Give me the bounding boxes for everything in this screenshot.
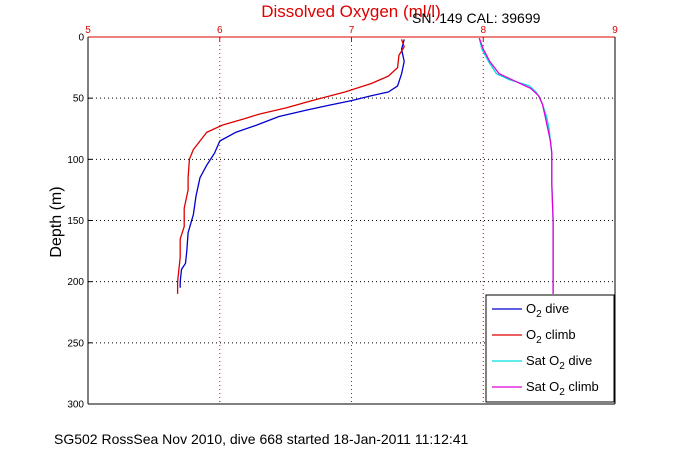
y-tick-label: 200 xyxy=(67,277,84,288)
y-tick-label: 100 xyxy=(67,155,84,166)
series-line-4 xyxy=(478,37,554,294)
y-tick-label: 150 xyxy=(67,216,84,227)
axes xyxy=(87,36,616,405)
y-tick-label: 250 xyxy=(67,338,84,349)
legend-label: Sat O2 climb xyxy=(526,379,599,398)
legend: O2 dive O2 climb Sat O2 dive Sat O2 climb xyxy=(485,294,615,403)
x-tick-label: 5 xyxy=(85,25,91,36)
x-tick-label: 9 xyxy=(612,25,618,36)
y-tick-label: 300 xyxy=(67,400,84,411)
legend-box xyxy=(485,294,615,403)
series-line-2 xyxy=(176,39,405,294)
tick-labels: 5 6 7 8 9 0 50 100 150 200 250 300 xyxy=(67,25,618,411)
x-tick-label: 6 xyxy=(217,25,223,36)
x-tick-label: 8 xyxy=(480,25,486,36)
chart-title: Dissolved Oxygen (ml/l) xyxy=(261,2,441,21)
legend-label: O2 dive xyxy=(526,301,569,320)
legend-label: O2 climb xyxy=(526,327,576,346)
y-tick-label: 0 xyxy=(78,33,84,44)
y-tick-label: 50 xyxy=(73,94,85,105)
x-tick-label: 7 xyxy=(349,25,355,36)
footer-caption: SG502 RossSea Nov 2010, dive 668 started… xyxy=(54,431,469,447)
y-axis-label: Depth (m) xyxy=(48,186,65,257)
chart-subtitle: SN: 149 CAL: 39699 xyxy=(412,10,541,26)
legend-label: Sat O2 dive xyxy=(526,353,592,372)
series-line-1 xyxy=(179,39,405,288)
series-lines xyxy=(176,37,554,294)
